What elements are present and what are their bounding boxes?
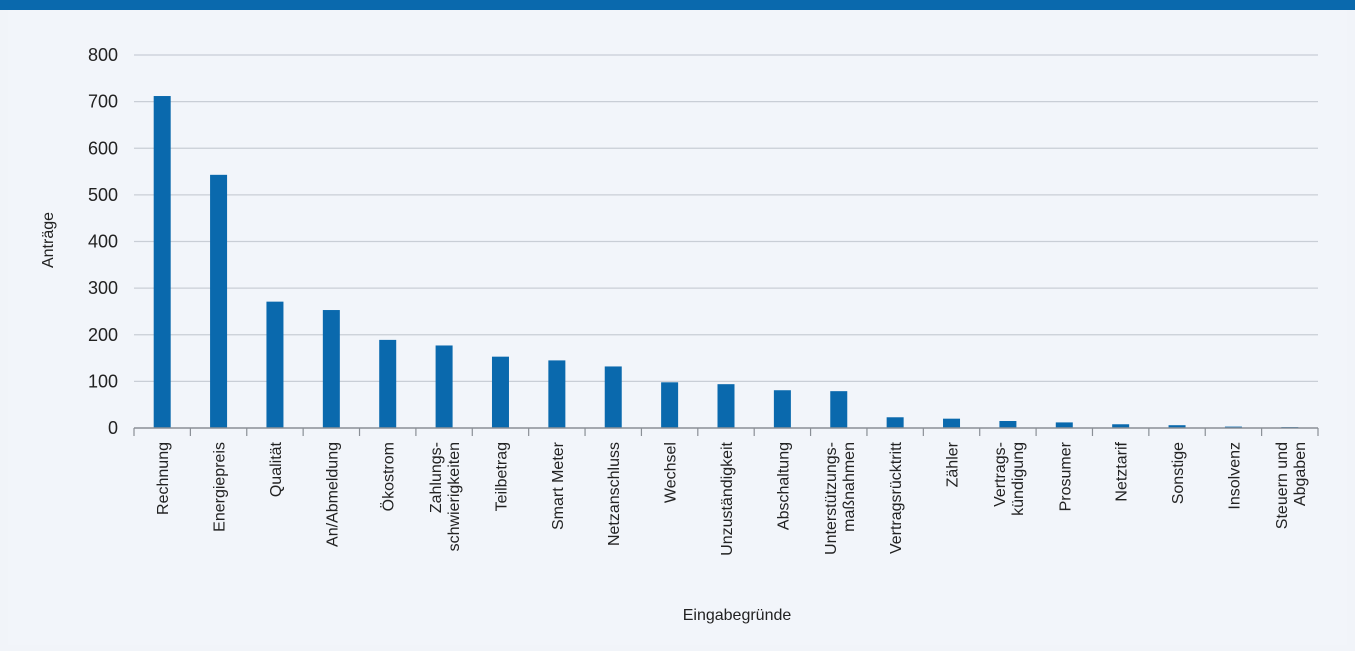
- category-label: Wechsel: [663, 442, 680, 503]
- top-accent-bar: [0, 0, 1355, 10]
- category-label: Rechnung: [155, 442, 172, 515]
- x-axis-labels: Rechnung Energiepreis Qualität An/Abmeldung…: [155, 441, 1309, 556]
- category-label: schwierigkeiten: [446, 442, 463, 551]
- category-label: Unzuständigkeit: [719, 441, 736, 555]
- bar: [999, 421, 1017, 428]
- bar: [435, 345, 453, 428]
- category-label: Ökostrom: [380, 442, 398, 511]
- bar: [491, 356, 509, 428]
- x-axis: [133, 427, 1319, 436]
- category-label: An/Abmeldung: [324, 442, 341, 547]
- bars: [153, 96, 1299, 428]
- bar: [1055, 422, 1073, 428]
- category-label: Smart Meter: [550, 441, 567, 530]
- bar: [830, 391, 848, 428]
- x-axis-title: Eingabegründe: [683, 607, 792, 624]
- category-label: Insolvenz: [1226, 442, 1243, 510]
- bar: [604, 366, 622, 428]
- y-tick-label: 300: [88, 278, 118, 298]
- bar: [1168, 425, 1186, 428]
- category-label: Teilbetrag: [493, 442, 510, 511]
- bar: [210, 174, 228, 428]
- y-axis-ticks: 0 100 200 300 400 500 600 700 800: [88, 45, 118, 438]
- y-tick-label: 500: [88, 185, 118, 205]
- y-tick-label: 700: [88, 92, 118, 112]
- category-label: Abgaben: [1292, 442, 1309, 506]
- category-label: Prosumer: [1057, 441, 1074, 511]
- bar: [153, 96, 171, 428]
- category-label: maßnahmen: [841, 442, 858, 532]
- bar: [1112, 424, 1130, 428]
- bar: [661, 382, 679, 428]
- category-label: Sonstige: [1170, 442, 1187, 504]
- y-tick-label: 400: [88, 232, 118, 252]
- y-tick-label: 600: [88, 138, 118, 158]
- chart-panel: [8, 10, 1347, 645]
- category-label: Netzanschluss: [606, 442, 623, 546]
- y-tick-label: 0: [108, 418, 118, 438]
- y-tick-label: 100: [88, 371, 118, 391]
- bar: [379, 339, 397, 428]
- category-label: Netztarif: [1114, 441, 1131, 501]
- category-label: Zahlungs-: [428, 442, 445, 513]
- category-label: Zähler: [945, 441, 962, 487]
- category-label: Steuern und: [1274, 442, 1291, 529]
- bar: [548, 360, 566, 428]
- bar: [717, 384, 735, 428]
- y-axis-title: Anträge: [40, 212, 57, 268]
- bar: [322, 310, 340, 428]
- category-label: Abschaltung: [775, 442, 792, 530]
- y-tick-label: 800: [88, 45, 118, 65]
- bar: [943, 418, 961, 428]
- category-label: Vertrags-: [992, 442, 1009, 507]
- bar: [266, 301, 284, 428]
- bar: [886, 417, 904, 428]
- category-label: Energiepreis: [212, 442, 229, 532]
- gridlines: [134, 54, 1318, 382]
- category-label: Unterstützungs-: [823, 442, 840, 555]
- category-label: Qualität: [268, 441, 285, 497]
- y-tick-label: 200: [88, 325, 118, 345]
- category-label: Vertragsrücktritt: [888, 441, 905, 554]
- bar: [773, 390, 791, 428]
- category-label: kündigung: [1010, 442, 1027, 516]
